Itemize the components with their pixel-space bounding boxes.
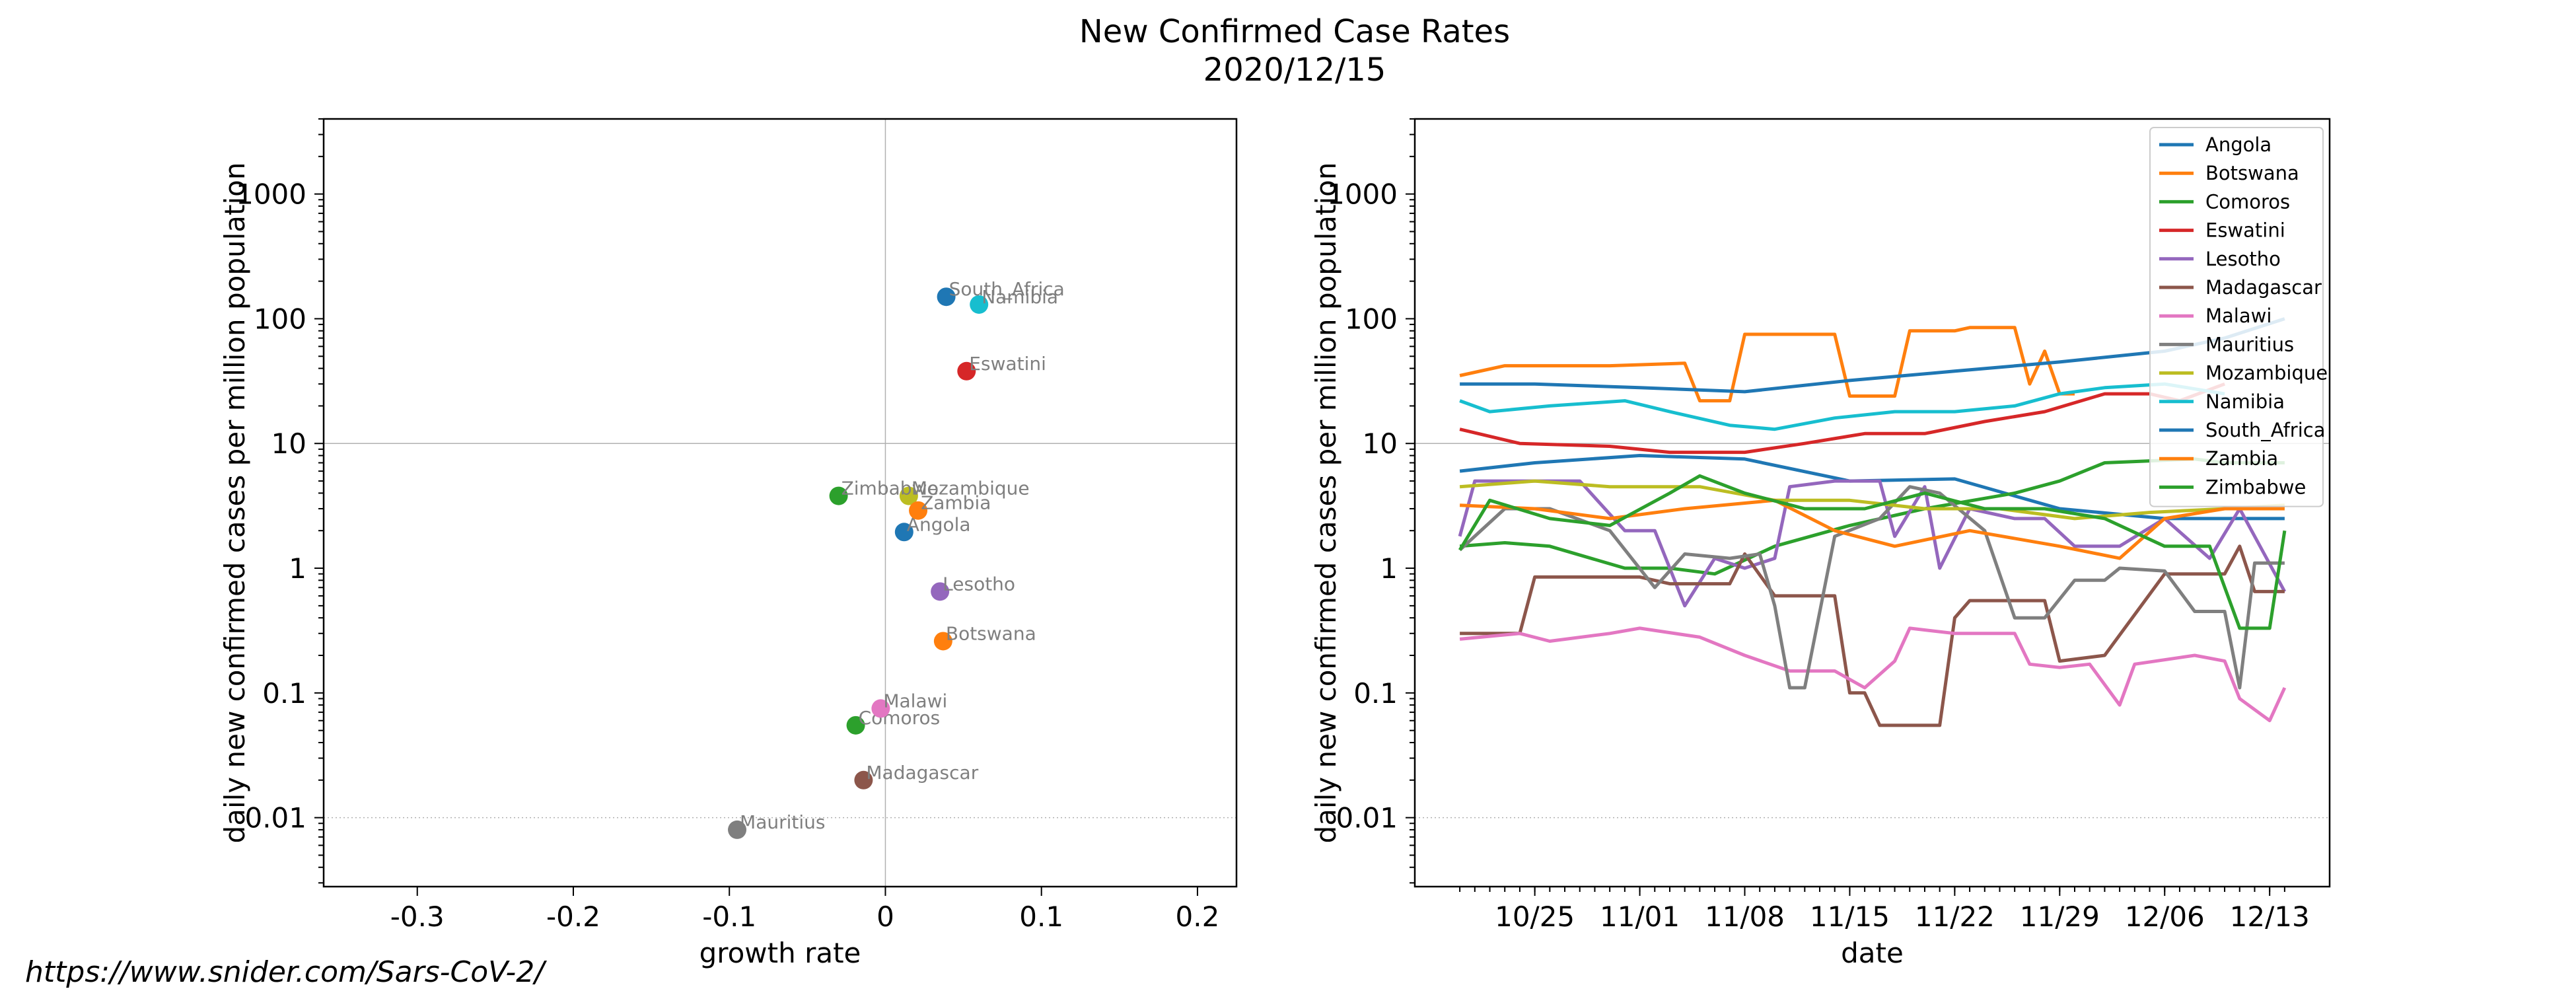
legend-label: Zimbabwe <box>2205 476 2306 498</box>
y-axis-label: daily new confirmed cases per million po… <box>1310 163 1342 844</box>
figure-title: New Confirmed Case Rates <box>1079 13 1510 50</box>
scatter-point <box>931 582 950 601</box>
scatter-point <box>957 361 976 381</box>
plot-frame <box>1413 118 2331 888</box>
timeseries-panel: 10/25 11/01 11/08 11/15 11/22 11/29 12/06 12/13… <box>1310 118 2331 969</box>
y-tick-label: 1 <box>289 552 306 585</box>
y-tick-label: 0.1 <box>262 677 306 710</box>
series-line <box>1458 474 2287 630</box>
y-axis-label: daily new confirmed cases per million po… <box>219 163 251 844</box>
series-line <box>1460 544 2285 727</box>
legend-label: Malawi <box>2205 305 2272 327</box>
legend-label: Angola <box>2205 133 2272 156</box>
x-tick-label: 11/22 <box>1915 900 1995 933</box>
x-tick-label: 0.2 <box>1176 900 1220 933</box>
series-line <box>1458 479 2287 608</box>
y-tick-label: 1 <box>1380 552 1398 585</box>
legend-label: Mozambique <box>2205 362 2328 385</box>
scatter-point-label: Eswatini <box>969 353 1046 375</box>
scatter-point <box>829 486 848 505</box>
y-tick-label: 1000 <box>236 178 306 211</box>
series-line <box>1459 498 2285 560</box>
scatter-point <box>846 716 865 735</box>
scatter-point <box>899 486 918 505</box>
scatter-point-label: South_Africa <box>949 278 1065 300</box>
scatter-point-label: Mauritius <box>740 811 825 833</box>
source-url: https://www.snider.com/Sars-CoV-2/ <box>25 955 547 989</box>
x-tick-label: 12/13 <box>2230 900 2310 933</box>
legend-label: Lesotho <box>2205 248 2281 270</box>
x-axis-label: growth rate <box>699 937 861 969</box>
plot-frame <box>322 118 1238 888</box>
scatter-point <box>894 523 913 542</box>
scatter-point-label: Namibia <box>982 286 1058 308</box>
scatter-point-label: Mozambique <box>912 478 1030 499</box>
legend-box <box>2149 127 2324 507</box>
scatter-point-label: Madagascar <box>866 762 978 784</box>
scatter-point-label: Zimbabwe <box>841 478 939 499</box>
scatter-point-label: Zambia <box>921 492 991 514</box>
legend-label: South_Africa <box>2205 419 2326 441</box>
scatter-point <box>937 287 956 307</box>
scatter-point <box>909 501 928 520</box>
legend-label: Comoros <box>2205 190 2290 213</box>
scatter-point-label: Botswana <box>946 622 1036 644</box>
legend-label: Eswatini <box>2205 219 2285 242</box>
y-tick-label: 1000 <box>1327 178 1398 211</box>
y-tick-label: 100 <box>254 303 306 335</box>
x-tick-label: -0.3 <box>390 900 445 933</box>
legend-label: Mauritius <box>2205 333 2294 355</box>
x-tick-label: 0 <box>877 900 894 933</box>
x-axis-label: date <box>1841 937 1904 969</box>
x-tick-label: 10/25 <box>1495 900 1575 933</box>
y-tick-label: 100 <box>1345 303 1398 335</box>
x-tick-label: 11/15 <box>1810 900 1890 933</box>
scatter-point <box>933 632 952 651</box>
y-tick-label: 0.1 <box>1353 677 1398 710</box>
legend-label: Namibia <box>2205 390 2285 413</box>
y-tick-label: 10 <box>1363 427 1398 460</box>
y-tick-label: 0.01 <box>244 802 306 834</box>
legend-label: Madagascar <box>2205 276 2322 299</box>
legend-label: Botswana <box>2205 162 2299 184</box>
series-line <box>1459 626 2287 723</box>
legend: Angola Botswana Comoros Eswatini Lesotho Mada… <box>2149 127 2328 507</box>
x-tick-label: -0.2 <box>546 900 600 933</box>
x-tick-label: 12/06 <box>2125 900 2205 933</box>
series-line <box>1458 485 2285 690</box>
series-line <box>1459 382 2225 431</box>
y-tick-label: 0.01 <box>1336 802 1398 834</box>
scatter-point <box>871 699 890 718</box>
legend-label: Zambia <box>2205 447 2278 470</box>
y-tick-label: 10 <box>271 427 306 460</box>
x-tick-label: 0.1 <box>1019 900 1063 933</box>
scatter-point <box>970 295 989 314</box>
series-line <box>1459 382 2225 455</box>
scatter-panel: AngolaBotswanaComorosEswatiniLesothoMada… <box>219 118 1238 969</box>
figure-subtitle: 2020/12/15 <box>1203 52 1386 89</box>
x-tick-label: 11/29 <box>2020 900 2100 933</box>
scatter-point-label: Malawi <box>883 690 947 712</box>
scatter-point <box>728 820 747 839</box>
scatter-point-label: Lesotho <box>943 573 1015 595</box>
series-line <box>1459 326 2075 403</box>
scatter-point <box>854 770 873 789</box>
x-tick-label: 11/01 <box>1600 900 1680 933</box>
x-tick-label: 11/08 <box>1705 900 1785 933</box>
x-tick-label: -0.1 <box>702 900 756 933</box>
